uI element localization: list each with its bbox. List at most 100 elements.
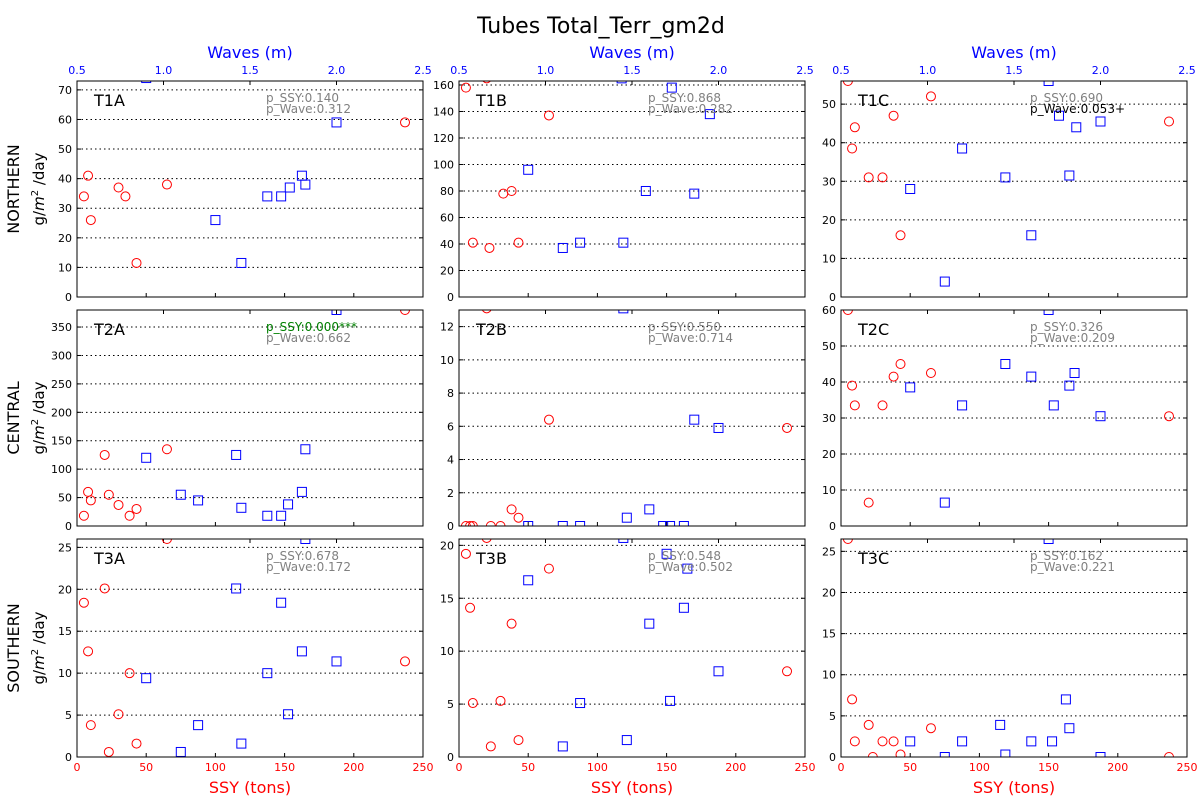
wave-point [1043,81,1054,86]
wave-point [1000,172,1011,183]
ssy-point [85,215,96,226]
panel-title: T3B [475,549,507,568]
y-tick-label: 80 [440,185,454,198]
ssy-point [842,539,853,544]
y-tick-label: 0 [447,520,454,533]
ssy-point [99,449,110,460]
ssy-tick-label: 0 [74,761,81,774]
y-tick-label: 0 [447,751,454,764]
wave-point [682,563,693,574]
y-tick-label: 20 [58,583,72,596]
wave-point [300,444,311,455]
p-ssy-label: p_SSY:0.000*** [266,320,357,334]
p-ssy-label: p_SSY:0.678 [266,549,339,563]
ssy-point [85,720,96,731]
ssy-point [877,736,888,747]
plot-frame [458,538,806,758]
y-tick-label: 150 [51,435,72,448]
ssy-point [481,310,492,314]
ssy-point [506,504,517,515]
y-tick-label: 50 [58,143,72,156]
y-tick-label: 30 [822,412,836,425]
y-tick-label: 350 [51,321,72,334]
wave-point [689,414,700,425]
units-exp: 2 [30,649,41,655]
ssy-point [482,81,491,84]
ssy-tick-label: 150 [274,761,295,774]
ssy-point [543,110,554,121]
p-wave-label: p_Wave:0.714 [648,331,733,345]
wave-point [175,489,186,500]
wave-point [575,237,586,248]
y-tick-label: 20 [822,448,836,461]
panel-t2a: 0 50 100 150 200 250 300 350 T2A p_SSY:0.000***p_… [51,309,424,533]
wave-point [618,539,629,543]
markers-t2b [460,310,793,526]
wave-point [296,646,307,657]
wave-point [1060,694,1071,705]
ssy-point [131,738,142,749]
wave-point [1000,749,1011,757]
wave-point [689,188,700,199]
ssy-point [888,110,899,121]
ssy-point [925,91,936,102]
wave-point [1053,110,1064,121]
ssy-point [124,510,135,521]
ssy-tick-label: 0 [838,761,845,774]
ssy-point [460,82,471,93]
p-wave-label: p_Wave:0.312 [266,102,351,116]
units-suffix: /day [30,611,48,649]
ssy-point [849,122,860,133]
wave-point [236,502,247,513]
ssy-point [847,380,858,391]
wave-point [1064,170,1075,181]
wave-tick-label: 0.5 [450,64,468,77]
ssy-point [485,741,496,752]
ssy-point [400,117,411,128]
y-tick-label: 160 [433,79,454,92]
markers-t3a [78,539,411,757]
ssy-point [849,736,860,747]
wave-point [262,510,273,521]
y-tick-label: 60 [58,113,72,126]
wave-point [296,486,307,497]
wave-point [1048,400,1059,411]
ssy-point [113,709,124,720]
wave-tick-label: 2.5 [414,64,432,77]
wave-point [283,709,294,720]
ssy-point [467,521,478,526]
wave-point [957,400,968,411]
ssy-tick-label: 100 [587,761,608,774]
y-tick-label: 5 [447,698,454,711]
ssy-point [543,414,554,425]
wave-point [939,497,950,508]
row-label: CENTRAL [4,381,23,454]
y-tick-label: 100 [433,158,454,171]
wave-point [276,510,287,521]
ssy-point [863,172,874,183]
wave-point [666,82,677,93]
y-tick-label: 20 [822,214,836,227]
y-tick-label: 50 [822,98,836,111]
ssy-point [888,736,899,747]
markers-t1b [460,81,715,253]
ssy-point [1164,411,1175,422]
ssy-point [925,368,936,378]
wave-point [1026,371,1037,382]
wave-tick-label: 2.0 [1092,64,1110,77]
y-tick-label: 140 [433,105,454,118]
y-tick-label: 120 [433,132,454,145]
units-exp: 2 [30,190,41,196]
wave-point [236,257,247,268]
ssy-tick-label: 0 [456,761,463,774]
units-label: g/m2 /day [30,381,48,454]
ssy-point [513,735,524,746]
ssy-tick-label: 200 [725,761,746,774]
ssy-tick-label: 50 [521,761,535,774]
ssy-point [842,81,853,86]
markers-t2a [78,310,411,521]
ssy-point [467,698,478,709]
